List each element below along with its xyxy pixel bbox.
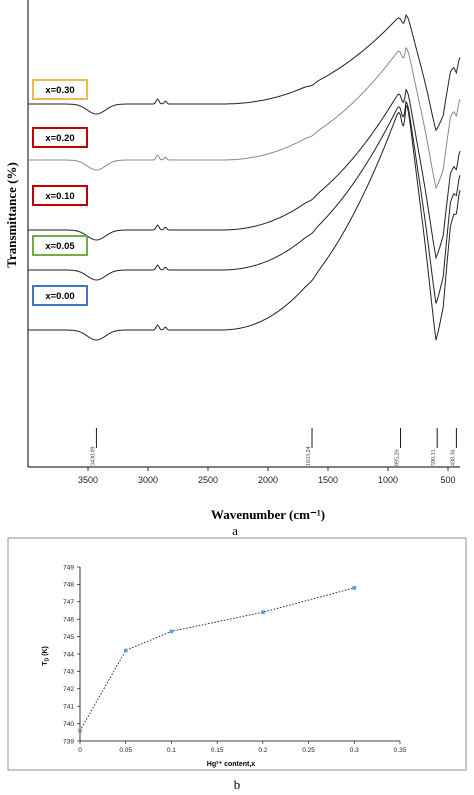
spectrum-line-1 bbox=[28, 46, 461, 190]
plot-b-ytick-label: 749 bbox=[63, 564, 74, 571]
legend-label: x=0.30 bbox=[45, 85, 74, 96]
td-data-point bbox=[261, 610, 265, 615]
panel-b-label: b bbox=[234, 777, 241, 792]
plot-a-xtick-label: 2500 bbox=[198, 475, 218, 485]
plot-b-ytick-label: 746 bbox=[63, 617, 74, 624]
legend-box bbox=[32, 235, 88, 256]
plot-a-xtick-label: 3500 bbox=[78, 475, 98, 485]
peak-label: 430.36 bbox=[450, 450, 456, 467]
plot-a-ylabel: Transmittance (%) bbox=[4, 162, 19, 268]
plot-b-ytick-label: 741 bbox=[63, 704, 74, 711]
plot-b-ytick-label: 748 bbox=[63, 582, 74, 589]
peak-label: 1633.24 bbox=[306, 447, 312, 467]
peak-label: 590.31 bbox=[431, 450, 437, 467]
spectrum-line-0 bbox=[28, 14, 461, 132]
td-data-point bbox=[78, 728, 82, 733]
plot-b-ylabel: TD (K) bbox=[42, 646, 51, 666]
td-data-point bbox=[123, 648, 128, 653]
plot-b-ytick-label: 742 bbox=[63, 686, 74, 693]
panel-a-label: a bbox=[232, 523, 238, 538]
legend-box bbox=[32, 285, 88, 306]
legend-box bbox=[32, 127, 88, 148]
plot-b-xtick-label: 0.3 bbox=[350, 747, 359, 754]
spectrum-line-4 bbox=[28, 104, 461, 341]
plot-b-ytick-label: 739 bbox=[63, 738, 74, 745]
td-series-line bbox=[79, 587, 355, 731]
plot-b-ytick-label: 743 bbox=[63, 669, 74, 676]
plot-b-ytick-label: 740 bbox=[63, 721, 74, 728]
plot-b-ytick-label: 744 bbox=[63, 651, 74, 658]
plot-b-xtick-label: 0.05 bbox=[119, 747, 132, 754]
legend-label: x=0.20 bbox=[45, 133, 74, 144]
plot-a-xtick-label: 500 bbox=[440, 475, 455, 485]
peak-label: 895.26 bbox=[395, 450, 401, 467]
plot-b-xtick-label: 0.2 bbox=[258, 747, 267, 754]
plot-b-frame bbox=[7, 537, 467, 771]
legend-label: x=0.00 bbox=[45, 291, 74, 302]
spectrum-line-3 bbox=[28, 100, 461, 304]
ftir-spectra-plot: 3430.09 1633.24 895.26 590.31 430.36 3500 300… bbox=[4, 0, 461, 538]
plot-a-xtick-label: 2000 bbox=[258, 475, 278, 485]
legend-box bbox=[32, 79, 88, 100]
plot-a-xtick-label: 1000 bbox=[378, 475, 398, 485]
plot-b-xtick-label: 0.1 bbox=[167, 747, 176, 754]
plot-a-xtick-label: 1500 bbox=[318, 475, 338, 485]
plot-b-xtick-label: 0 bbox=[78, 747, 82, 754]
peak-label: 3430.09 bbox=[90, 447, 96, 467]
plot-b-xtick-label: 0.25 bbox=[302, 747, 315, 754]
plot-b-ytick-label: 747 bbox=[63, 599, 74, 606]
td-data-point bbox=[352, 586, 357, 590]
plot-b-ytick-label: 745 bbox=[63, 634, 74, 641]
plot-b-xtick-label: 0.15 bbox=[211, 747, 224, 754]
td-vs-hg-content-plot: 739 740 741 742 743 744 745 746 747 748 749 0 0.05 0… bbox=[7, 537, 467, 792]
plot-b-xtick-label: 0.35 bbox=[394, 747, 407, 754]
legend-box bbox=[32, 185, 88, 206]
plot-a-xtick-label: 3000 bbox=[138, 475, 158, 485]
td-data-point bbox=[169, 629, 174, 634]
legend-label: x=0.05 bbox=[45, 241, 75, 252]
spectrum-line-2 bbox=[28, 88, 461, 260]
plot-b-xlabel: Hg²⁺ content,x bbox=[207, 761, 256, 768]
legend-label: x=0.10 bbox=[45, 191, 74, 202]
plot-a-xlabel: Wavenumber (cm⁻¹) bbox=[211, 507, 325, 522]
